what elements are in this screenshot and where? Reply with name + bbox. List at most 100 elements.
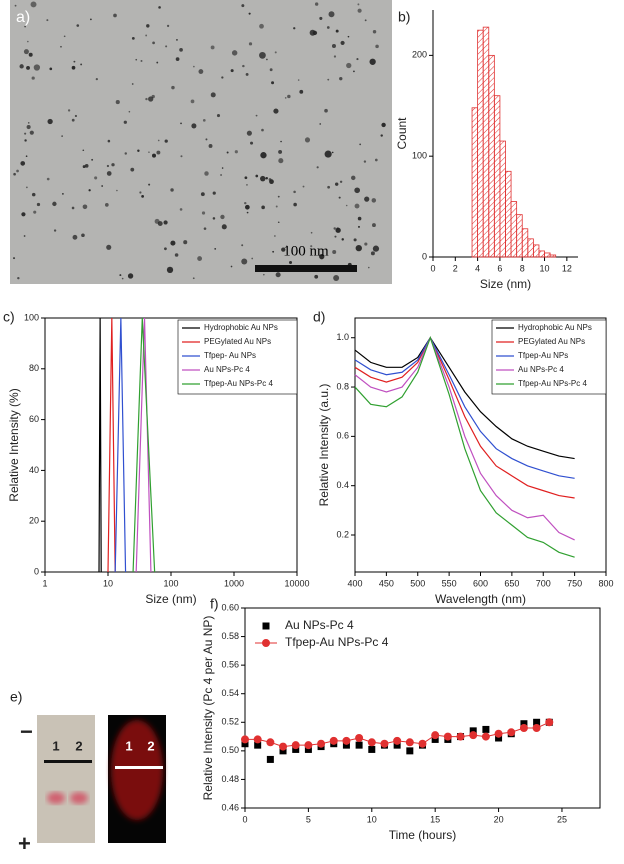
particle (146, 24, 150, 28)
particle (191, 123, 197, 129)
point (482, 725, 490, 733)
particle (148, 96, 154, 102)
particle (16, 169, 19, 173)
particle (226, 151, 229, 154)
histogram-bar (527, 238, 534, 258)
legend-label: Au NPs-Pc 4 (204, 365, 250, 374)
particle (261, 128, 264, 132)
panel-label: a) (16, 9, 30, 26)
particle (127, 273, 134, 279)
particle (250, 141, 254, 145)
particle (314, 2, 319, 6)
x-tick-label: 5 (306, 814, 311, 824)
particle (244, 176, 248, 180)
scale-bar (255, 265, 357, 272)
x-tick-label: 25 (557, 814, 567, 824)
particle (24, 139, 27, 142)
particle (192, 277, 195, 280)
particle (82, 165, 86, 169)
particle (381, 122, 386, 128)
particle (293, 190, 296, 194)
particle (255, 114, 258, 117)
gel-band (47, 792, 65, 804)
point (368, 745, 376, 753)
x-tick-label: 750 (567, 578, 582, 588)
point (241, 740, 249, 748)
y-axis-label: Relative Intensity (Pc 4 per Au NP) (201, 616, 215, 801)
particle (152, 41, 155, 45)
particle (212, 217, 216, 220)
particle (331, 43, 336, 49)
particle (47, 118, 53, 125)
particle (328, 11, 335, 18)
y-tick-label: 0.48 (221, 774, 239, 784)
particle (170, 240, 176, 246)
particle (251, 257, 254, 260)
particle (166, 266, 174, 274)
point (520, 720, 528, 728)
particle (319, 16, 323, 20)
particle (25, 155, 28, 158)
particle (263, 273, 265, 276)
particle (26, 124, 31, 130)
particle (148, 183, 151, 186)
particle (183, 240, 188, 245)
particle (76, 24, 80, 27)
particle (310, 231, 313, 234)
particle (198, 69, 204, 74)
particle (357, 225, 360, 228)
particle (230, 265, 233, 268)
y-tick-label: 200 (412, 50, 427, 60)
legend-box (491, 319, 607, 395)
particle (140, 59, 143, 62)
particle (246, 184, 248, 186)
particle (121, 277, 124, 280)
particle (221, 76, 224, 79)
histogram-bar (532, 244, 540, 258)
particle (359, 143, 362, 146)
y-tick-label: 0.56 (221, 660, 239, 670)
gel-minus: − (20, 719, 33, 744)
x-tick-label: 4 (475, 263, 480, 273)
particle (130, 167, 135, 172)
legend-label: Au NPs-Pc 4 (285, 618, 354, 632)
particle (17, 276, 20, 280)
particle (287, 94, 291, 99)
particle (106, 164, 110, 168)
particle (260, 152, 267, 159)
x-tick-label: 10000 (284, 578, 309, 588)
particle (107, 139, 111, 143)
x-tick-label: 450 (379, 578, 394, 588)
particle (269, 68, 273, 72)
y-tick-label: 0.50 (221, 745, 239, 755)
particle (260, 175, 266, 182)
x-tick-label: 15 (430, 814, 440, 824)
gel-photo (37, 715, 95, 843)
particle (241, 244, 244, 247)
particle (335, 29, 339, 33)
particle (180, 155, 183, 158)
point (533, 718, 541, 726)
particle (280, 140, 282, 143)
point (418, 739, 427, 748)
point (380, 739, 389, 748)
particle (180, 122, 182, 125)
particle (265, 177, 268, 180)
legend-label: Hydrophobic Au NPs (204, 323, 278, 332)
x-tick-label: 0 (242, 814, 247, 824)
particle (331, 151, 334, 154)
particle (327, 185, 331, 189)
particle (175, 57, 180, 61)
particle (353, 70, 355, 73)
point (304, 741, 313, 750)
particle (357, 8, 362, 13)
particle (163, 220, 168, 225)
histogram-bar (477, 29, 484, 258)
particle (123, 120, 127, 124)
particle (210, 45, 215, 50)
x-tick-label: 800 (598, 578, 613, 588)
x-tick-label: 600 (473, 578, 488, 588)
particle (124, 152, 128, 155)
x-tick-label: 8 (520, 263, 525, 273)
particle (179, 48, 183, 52)
